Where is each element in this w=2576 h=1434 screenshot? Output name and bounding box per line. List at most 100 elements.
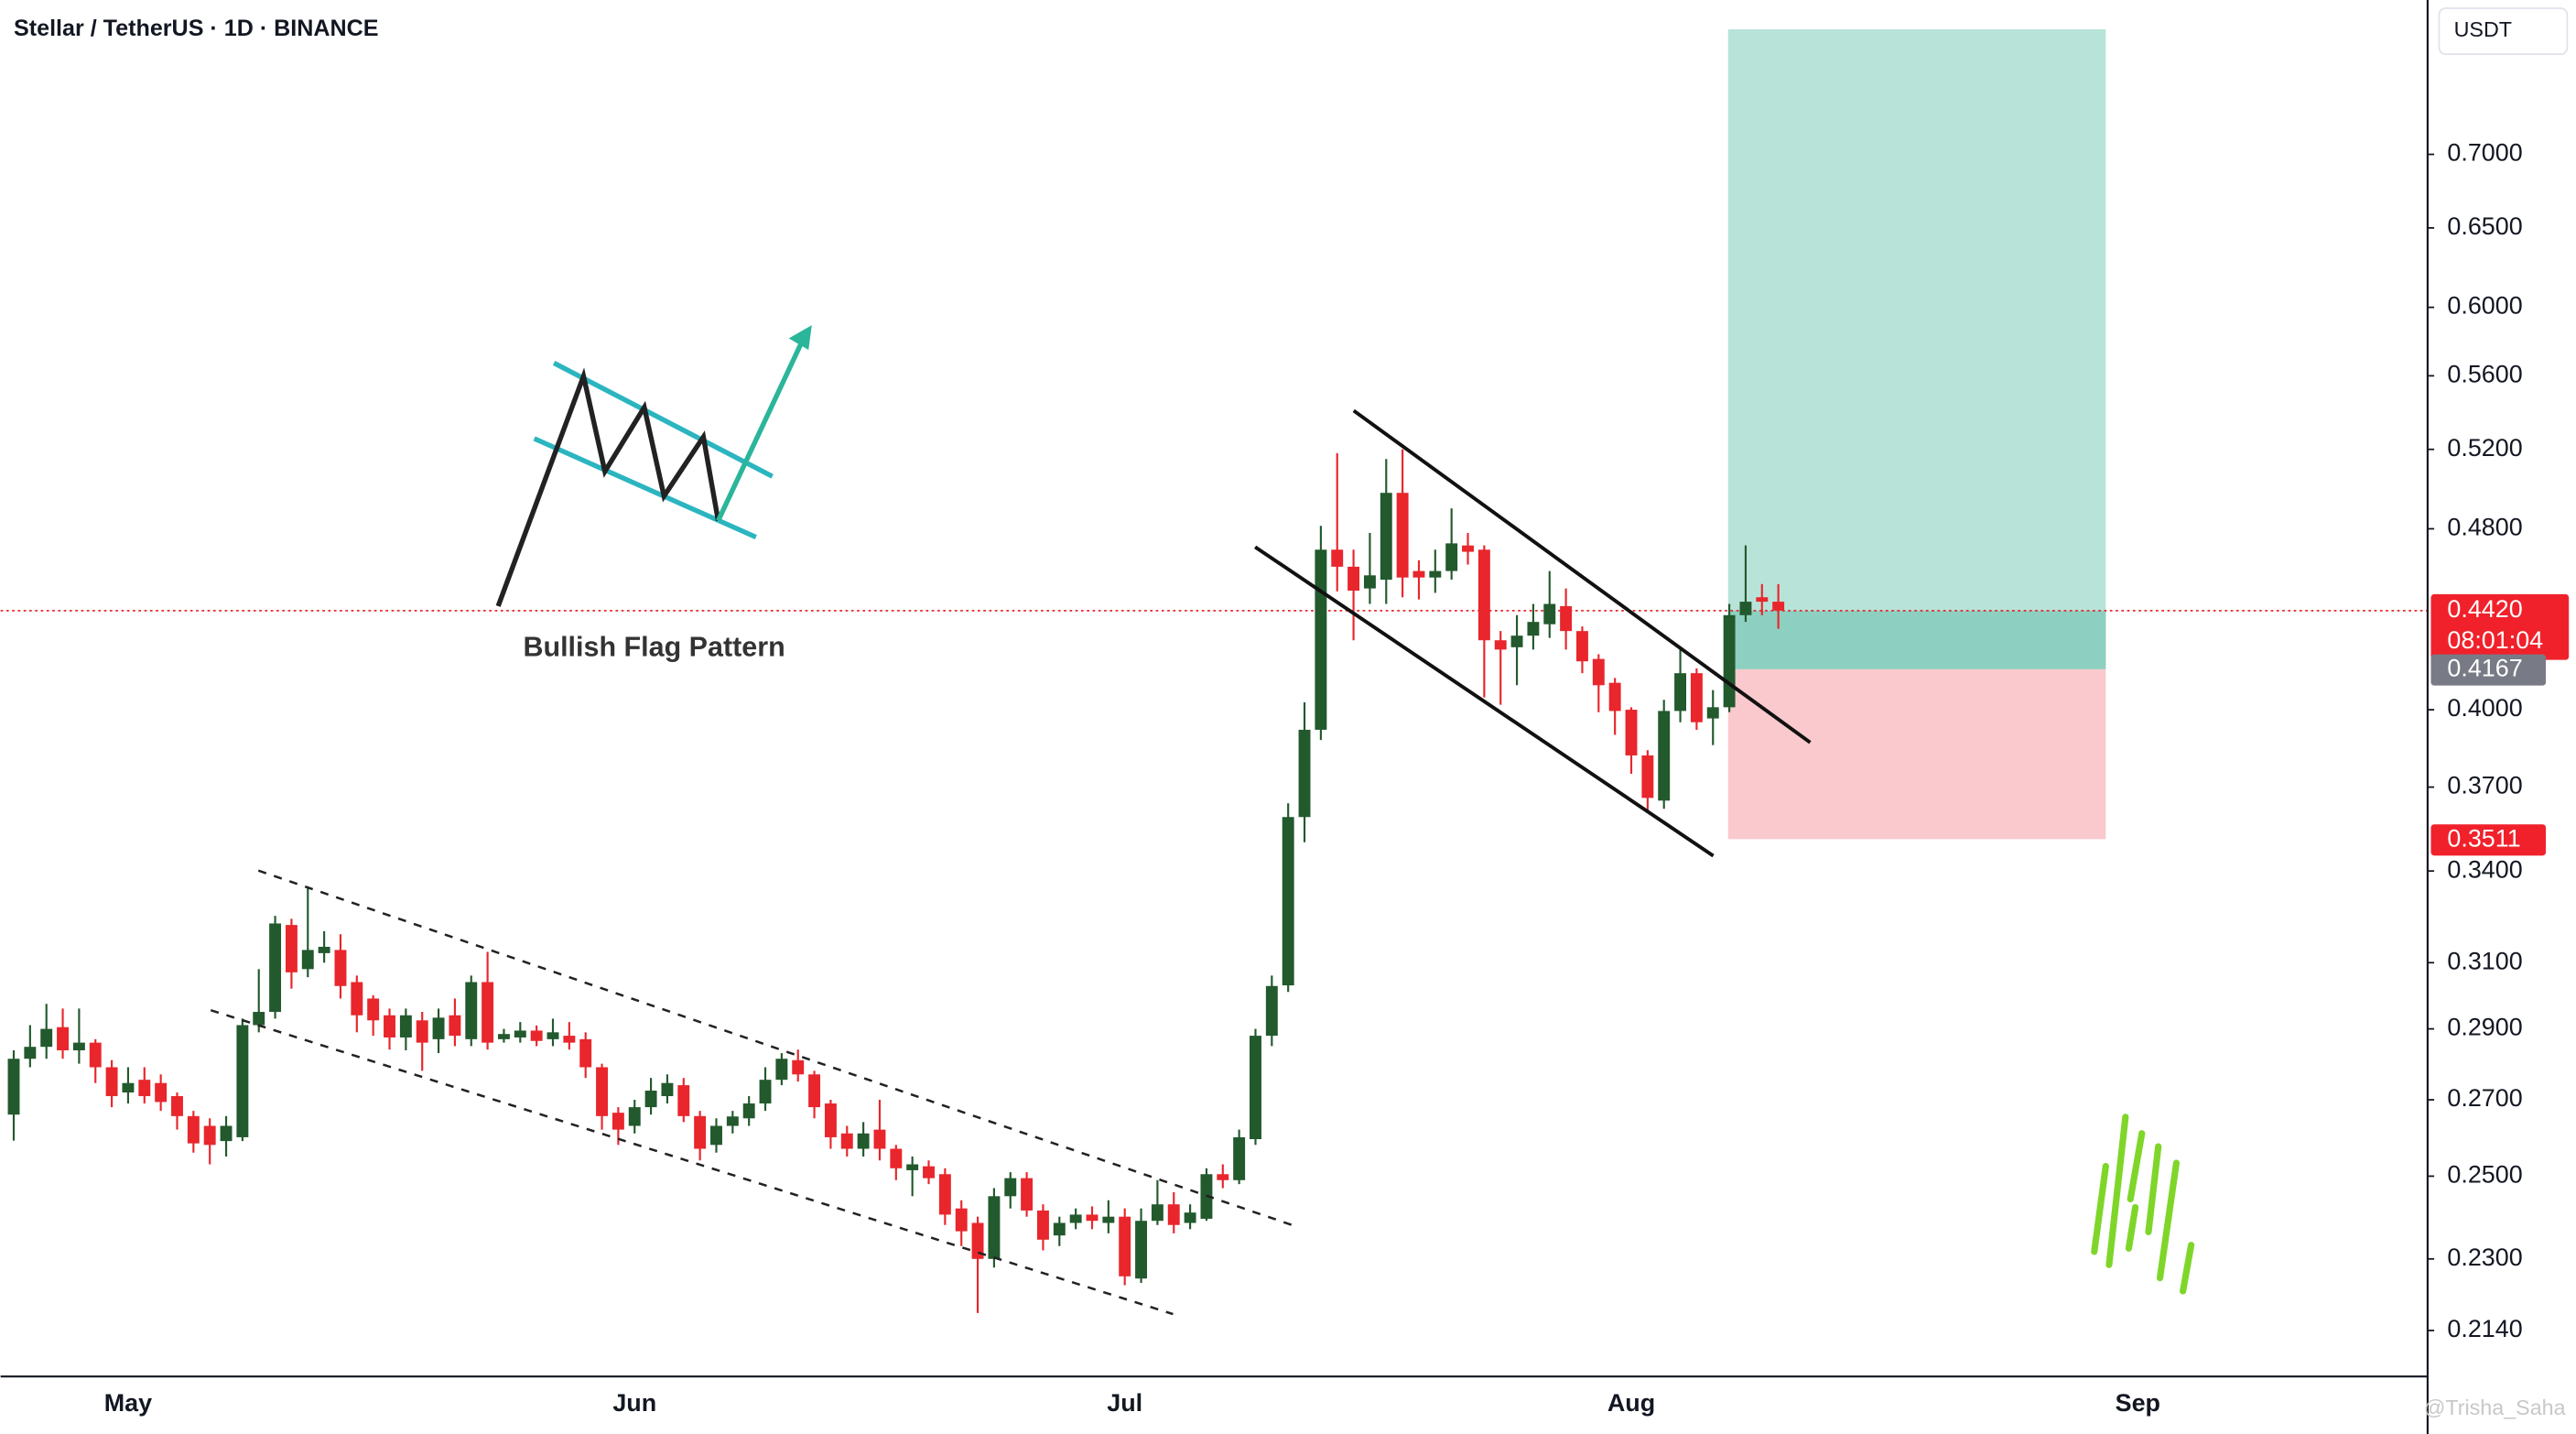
candle-body	[220, 1125, 233, 1142]
candle-body	[1167, 1204, 1180, 1225]
candle-body	[1102, 1216, 1115, 1223]
countdown-label: 08:01:04	[2447, 626, 2543, 654]
candle-body	[1756, 597, 1769, 603]
y-tick-label: 0.5600	[2447, 361, 2522, 388]
candle-body	[1004, 1178, 1017, 1197]
candle-body	[938, 1174, 951, 1215]
price-tags: 0.4420 08:01:040.4167 0.3511	[2430, 593, 2570, 856]
watermark: @Trisha_Saha	[2424, 1396, 2566, 1419]
y-tick-label: 0.2300	[2447, 1244, 2522, 1271]
candle-body	[547, 1032, 559, 1039]
candle-body	[432, 1017, 445, 1039]
y-tick-label: 0.2900	[2447, 1014, 2522, 1041]
candle-body	[530, 1030, 543, 1041]
candle-body	[792, 1059, 805, 1075]
candle-body	[40, 1028, 53, 1048]
candle-body	[155, 1082, 168, 1103]
candle-body	[1119, 1216, 1131, 1276]
dashed-trendline	[257, 869, 1299, 1229]
candle-body	[253, 1012, 265, 1026]
candle-body	[1233, 1136, 1246, 1180]
flag-arrow-head	[788, 325, 812, 351]
x-tick-label: Jul	[1107, 1389, 1142, 1417]
candle-body	[988, 1196, 1001, 1259]
candle-body	[7, 1059, 20, 1115]
candle-body	[579, 1038, 592, 1068]
currency-box[interactable]	[2438, 7, 2569, 56]
candle-body	[628, 1107, 641, 1126]
candle-body	[497, 1034, 510, 1039]
candle-body	[971, 1222, 984, 1259]
candle-body	[726, 1116, 739, 1126]
candle-body	[1135, 1221, 1148, 1279]
entry-label: 0.4167	[2447, 655, 2522, 682]
candle-body	[1298, 729, 1311, 818]
candle-body	[1543, 603, 1556, 625]
x-tick-label: May	[104, 1389, 152, 1417]
y-tick-label: 0.6500	[2447, 212, 2522, 240]
channel-line	[1352, 408, 1812, 744]
candle-body	[187, 1115, 200, 1144]
candle-body	[808, 1074, 821, 1108]
candle-body	[1527, 622, 1540, 636]
candle-body	[1429, 570, 1442, 578]
candle-body	[1608, 682, 1621, 712]
candle-body	[661, 1082, 674, 1097]
candle-body	[1462, 545, 1474, 552]
candle-body	[742, 1103, 755, 1119]
candle-body	[890, 1148, 903, 1168]
candle-body	[1412, 570, 1425, 578]
y-tick-label: 0.2140	[2447, 1315, 2522, 1342]
candle-body	[1560, 605, 1573, 632]
candle-body	[57, 1027, 70, 1051]
drawings	[210, 325, 2195, 1316]
candle-body	[351, 982, 363, 1016]
candle-body	[285, 925, 298, 972]
open-pnl-zone	[1727, 610, 2106, 669]
candle-body	[1363, 575, 1376, 589]
flag-zigzag	[495, 367, 721, 607]
candle-body	[1641, 755, 1654, 798]
candle-body	[318, 946, 330, 953]
candle-body	[1217, 1174, 1229, 1180]
candle-body	[644, 1091, 657, 1108]
entry-tag	[2430, 654, 2547, 686]
candle-body	[1380, 493, 1392, 581]
candle-body	[1445, 543, 1458, 571]
dashed-trendline	[210, 1008, 1174, 1316]
x-tick-label: Sep	[2116, 1389, 2160, 1417]
candle-body	[1706, 707, 1719, 719]
candle-body	[596, 1067, 609, 1116]
candle-body	[1053, 1222, 1066, 1236]
candle-body	[1494, 640, 1507, 650]
candle-body	[1674, 673, 1686, 712]
candle-body	[1477, 549, 1490, 641]
candle-body	[482, 982, 494, 1043]
flag-line	[552, 361, 774, 479]
candle-body	[24, 1047, 37, 1059]
stop-tag	[2430, 824, 2547, 856]
candle-body	[105, 1067, 118, 1097]
candle-body	[906, 1164, 919, 1170]
candle-body	[1723, 614, 1736, 708]
candle-body	[122, 1082, 135, 1093]
candle-body	[399, 1015, 412, 1037]
y-tick-label: 0.3400	[2447, 855, 2522, 883]
candle-body	[1510, 636, 1523, 647]
chart-title: Stellar / TetherUS · 1D · BINANCE	[14, 16, 379, 41]
x-tick-label: Jun	[612, 1389, 656, 1417]
candle-body	[1021, 1178, 1034, 1211]
candle-body	[563, 1036, 576, 1043]
candle-body	[923, 1166, 935, 1179]
candle-body	[449, 1015, 461, 1037]
candle-body	[873, 1129, 886, 1149]
candle-body	[1690, 673, 1703, 722]
candle-body	[334, 950, 347, 986]
y-tick-label: 0.3100	[2447, 947, 2522, 974]
annotation-label: Bullish Flag Pattern	[523, 632, 785, 663]
currency-label: USDT	[2454, 17, 2512, 41]
candle-body	[1739, 602, 1752, 615]
current-price-label: 0.4420	[2447, 595, 2522, 623]
current-price-tag	[2430, 593, 2570, 660]
